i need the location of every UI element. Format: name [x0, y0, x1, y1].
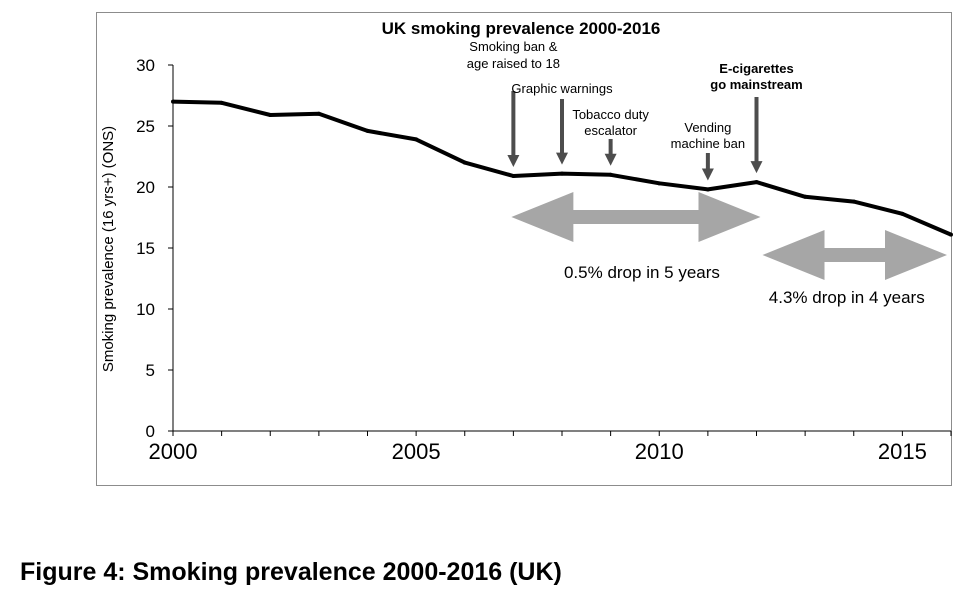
range-label: 0.5% drop in 5 years [564, 263, 720, 282]
chart-frame: UK smoking prevalence 2000-2016 Smoking … [96, 12, 953, 486]
series [171, 99, 953, 237]
x-tick-label: 2005 [392, 439, 441, 464]
series-point [462, 160, 467, 165]
event-label: E-cigarettes [719, 61, 793, 76]
series-point [414, 137, 419, 142]
event-arrow-head [604, 153, 617, 166]
event-label: machine ban [671, 136, 745, 151]
series-point [608, 172, 613, 177]
event-arrow-head [701, 168, 714, 181]
range-arrow [511, 192, 761, 242]
series-point [316, 111, 321, 116]
series-point [219, 100, 224, 105]
y-axis-label: Smoking prevalence (16 yrs+) (ONS) [100, 126, 117, 372]
y-tick-label: 5 [146, 361, 155, 380]
y-tick-label: 10 [136, 300, 155, 319]
event-label: Vending [684, 120, 731, 135]
y-tick-label: 20 [136, 178, 155, 197]
y-tick-label: 0 [146, 422, 155, 441]
y-tick-label: 15 [136, 239, 155, 258]
event-label: Graphic warnings [511, 81, 613, 96]
range-label: 4.3% drop in 4 years [769, 288, 925, 307]
series-point [560, 171, 564, 176]
series-point [900, 211, 905, 216]
x-tick-label: 2000 [149, 439, 198, 464]
event-arrow-head [507, 155, 520, 168]
range-arrows: 0.5% drop in 5 years 4.3% drop in 4 years [511, 192, 947, 307]
series-point [171, 99, 175, 104]
event-label: Smoking ban & [469, 39, 557, 54]
range-arrow [762, 230, 947, 280]
series-point [365, 128, 370, 133]
chart-svg: UK smoking prevalence 2000-2016 Smoking … [100, 19, 953, 464]
event-markers: Smoking ban & age raised to 18 Graphic war… [467, 39, 803, 181]
event-label: age raised to 18 [467, 56, 560, 71]
series-point [949, 232, 953, 237]
event-label: Tobacco duty [572, 107, 649, 122]
event-arrow-head [556, 152, 568, 165]
series-point [705, 187, 710, 192]
event-label: escalator [584, 123, 637, 138]
chart-title: UK smoking prevalence 2000-2016 [382, 19, 661, 38]
event-arrow-head [750, 161, 763, 174]
series-point [657, 181, 662, 186]
series-point [754, 180, 759, 185]
series-point [511, 174, 516, 179]
figure-caption: Figure 4: Smoking prevalence 2000-2016 (… [20, 558, 562, 586]
series-point [268, 113, 273, 118]
x-tick-label: 2015 [878, 439, 927, 464]
series-point [803, 194, 808, 199]
y-tick-label: 30 [136, 56, 155, 75]
axes: 0 5 10 15 20 25 30 2000 2005 2010 2015 [136, 56, 952, 464]
event-label: go mainstream [710, 77, 802, 92]
x-tick-label: 2010 [635, 439, 684, 464]
y-tick-label: 25 [136, 117, 155, 136]
series-point [851, 199, 856, 204]
